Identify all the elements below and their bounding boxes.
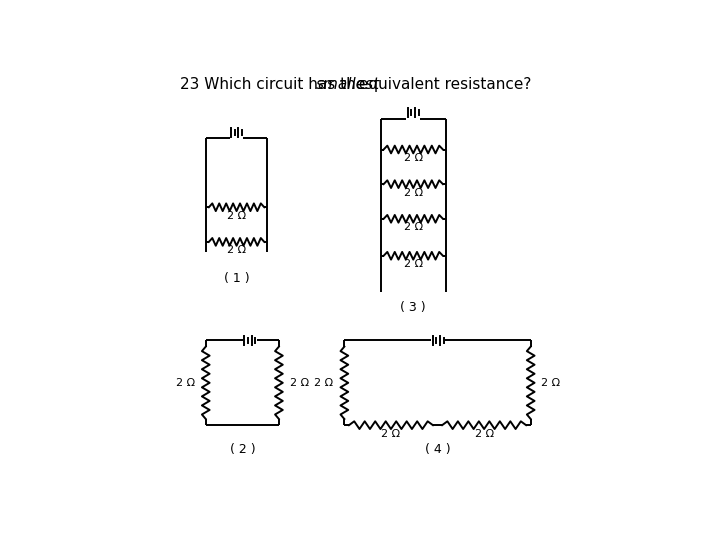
Text: 2 Ω: 2 Ω [227, 211, 246, 221]
Text: 2 Ω: 2 Ω [176, 378, 195, 388]
Text: 2 Ω: 2 Ω [227, 245, 246, 255]
Text: 2 Ω: 2 Ω [404, 187, 423, 198]
Text: smallest: smallest [316, 77, 380, 92]
Text: 2 Ω: 2 Ω [289, 378, 309, 388]
Text: ( 1 ): ( 1 ) [224, 272, 249, 285]
Text: ( 3 ): ( 3 ) [400, 301, 426, 314]
Text: equivalent resistance?: equivalent resistance? [354, 77, 532, 92]
Text: 2 Ω: 2 Ω [382, 429, 400, 438]
Text: 2 Ω: 2 Ω [404, 153, 423, 163]
Text: 2 Ω: 2 Ω [315, 378, 333, 388]
Text: 2 Ω: 2 Ω [404, 222, 423, 232]
Text: 2 Ω: 2 Ω [404, 259, 423, 269]
Text: 2 Ω: 2 Ω [541, 378, 561, 388]
Text: ( 2 ): ( 2 ) [230, 443, 255, 456]
Text: 2 Ω: 2 Ω [474, 429, 494, 438]
Text: ( 4 ): ( 4 ) [425, 443, 450, 456]
Text: 23 Which circuit has the: 23 Which circuit has the [180, 77, 371, 92]
